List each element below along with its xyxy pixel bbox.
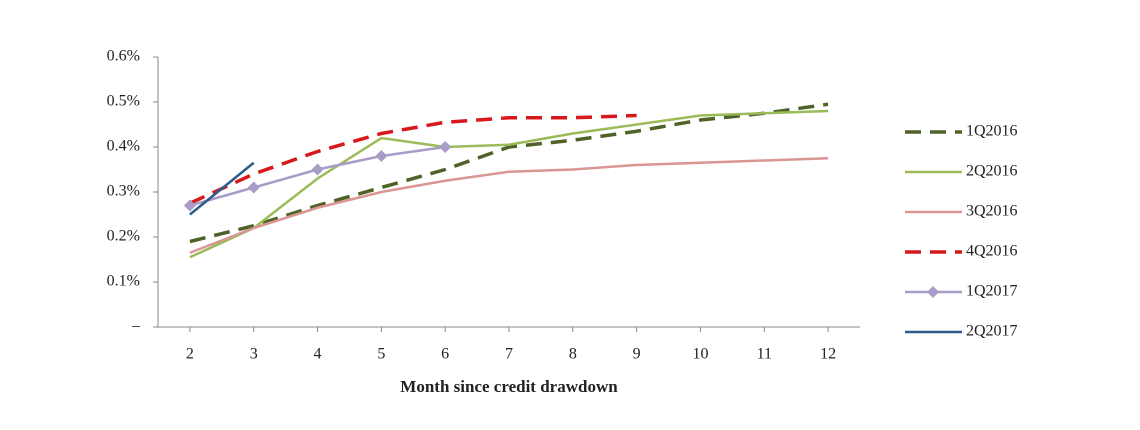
legend-marker [927, 286, 939, 298]
data-point [247, 181, 260, 194]
series-line [189, 102, 829, 244]
y-tick-label: 0.3% [107, 183, 140, 200]
x-tick-label: 2 [186, 346, 194, 363]
y-tick-label: – [131, 318, 141, 335]
data-point [183, 199, 196, 212]
x-tick-label: 3 [250, 346, 258, 363]
legend-label: 1Q2017 [966, 283, 1018, 300]
legend-label: 1Q2016 [966, 123, 1018, 140]
series-line [189, 161, 255, 216]
x-tick-label: 5 [377, 346, 385, 363]
x-tick-label: 12 [820, 346, 836, 363]
y-tick-label: 0.2% [107, 228, 140, 245]
y-tick-label: 0.4% [107, 138, 140, 155]
legend-label: 2Q2016 [966, 163, 1018, 180]
legend-label: 4Q2016 [966, 243, 1018, 260]
series-line [189, 113, 637, 205]
y-tick-label: 0.6% [107, 48, 140, 65]
x-tick-label: 10 [692, 346, 708, 363]
legend-label: 2Q2017 [966, 323, 1018, 340]
x-tick-label: 4 [314, 346, 322, 363]
x-tick-label: 9 [633, 346, 641, 363]
legend-label: 3Q2016 [966, 203, 1018, 220]
y-tick-label: 0.5% [107, 93, 140, 110]
x-tick-label: 6 [441, 346, 449, 363]
data-point [375, 150, 388, 162]
series-line [189, 109, 829, 259]
x-axis-title: Month since credit drawdown [400, 377, 618, 396]
x-tick-label: 7 [505, 346, 513, 363]
data-point [439, 141, 452, 153]
x-tick-label: 8 [569, 346, 577, 363]
data-point [311, 163, 324, 176]
x-tick-label: 11 [757, 346, 772, 363]
y-tick-label: 0.1% [107, 273, 140, 290]
series-line [189, 145, 446, 207]
series-line [189, 157, 829, 254]
